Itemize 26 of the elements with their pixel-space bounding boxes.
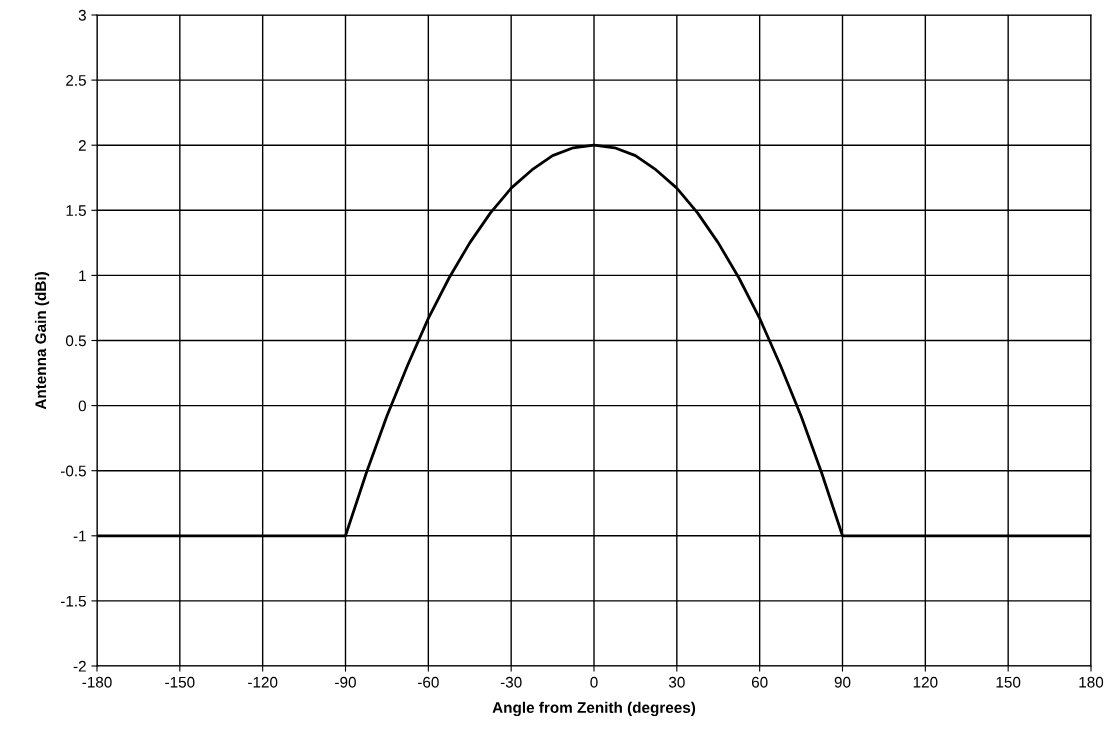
y-tick-label: 0.5	[65, 335, 86, 347]
x-tick-label: -150	[165, 676, 195, 688]
x-tick-label: -180	[82, 676, 112, 688]
x-tick-label: 180	[1079, 676, 1104, 688]
y-tick-label: 1.5	[66, 205, 86, 216]
y-tick-label: 3	[78, 9, 86, 21]
y-tick-label: -0.5	[60, 465, 86, 477]
x-tick-label: 0	[590, 676, 598, 688]
x-tick-label: 90	[834, 676, 851, 688]
y-tick-label: 0	[78, 400, 86, 412]
y-tick-label: 2	[78, 140, 86, 151]
x-tick-label: 150	[996, 676, 1021, 688]
y-axis-title: Antenna Gain (dBi)	[34, 272, 50, 410]
x-tick-label: 120	[913, 676, 938, 688]
y-tick-label: -1	[73, 530, 86, 542]
y-tick-label: 1	[79, 270, 86, 281]
x-tick-label: 60	[751, 676, 768, 688]
y-tick-label: 2.5	[66, 74, 86, 86]
x-tick-label: -90	[335, 676, 356, 688]
x-tick-label: -60	[417, 676, 439, 688]
y-tick-label: -1.5	[60, 595, 86, 607]
y-tick-label: -2	[73, 660, 86, 672]
x-tick-label: -30	[500, 676, 522, 688]
x-axis-title: Angle from Zenith (degrees)	[492, 701, 696, 717]
x-tick-label: -120	[248, 676, 278, 688]
x-tick-label: 30	[668, 676, 685, 688]
